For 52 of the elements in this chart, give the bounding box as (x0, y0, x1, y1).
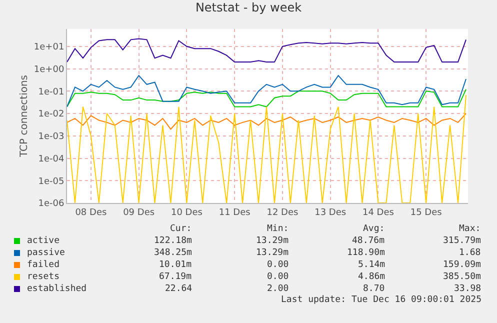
legend-label: passive (27, 248, 65, 258)
text: Max: (459, 224, 481, 234)
x-tick-label: 09 Des (123, 208, 155, 218)
x-tick-label: 10 Des (170, 208, 203, 218)
y-tick-label: 1e-04 (38, 154, 64, 164)
y-tick-label: 1e-01 (38, 87, 64, 98)
y-tick-label: 1e-06 (38, 199, 64, 210)
x-tick-label: 08 Des (75, 208, 107, 218)
text: 22.64 (165, 284, 192, 294)
text: 48.76m (352, 236, 385, 246)
text: Min: (267, 224, 289, 234)
text: 4.86m (358, 272, 386, 282)
y-tick-label: 1e+00 (34, 64, 64, 75)
legend-label: established (27, 284, 87, 294)
x-tick-label: 14 Des (362, 208, 394, 218)
x-tick-label: 11 Des (218, 208, 251, 218)
line-series (67, 88, 466, 108)
text: 0.00 (267, 260, 289, 270)
x-tick-label: 13 Des (314, 208, 346, 218)
legend-label: resets (27, 272, 60, 282)
y-tick-label: 1e-02 (38, 110, 64, 120)
x-tick-label: 15 Des (410, 208, 442, 218)
x-tick-label: 12 Des (266, 208, 298, 218)
text: Last update: Tue Dec 16 09:00:01 2025 (281, 295, 482, 305)
text: 1.68 (459, 248, 481, 258)
text: 118.90m (347, 248, 385, 258)
text: 8.70 (363, 284, 385, 294)
line-series (67, 75, 466, 108)
y-tick-label: 1e-05 (38, 176, 64, 187)
text: 315.79m (443, 236, 481, 246)
line-series (67, 38, 466, 63)
text: 2.00 (267, 284, 289, 294)
text: 385.50m (443, 272, 481, 282)
line-series (67, 113, 466, 130)
text: 13.29m (256, 236, 289, 246)
text: 13.29m (256, 248, 289, 258)
text: 0.00 (267, 272, 289, 282)
chart-title: Netstat - by week (195, 0, 302, 14)
legend-label: active (27, 236, 60, 246)
text: 159.09m (443, 260, 481, 270)
text: 67.19m (159, 272, 192, 282)
text: Cur: (170, 224, 192, 234)
y-axis-title: TCP connections (18, 74, 30, 158)
y-tick-label: 1e-03 (38, 132, 64, 142)
text: 33.98 (454, 284, 482, 294)
y-tick-label: 1e+01 (34, 42, 64, 53)
text: 122.18m (154, 236, 192, 246)
text: 348.25m (154, 248, 192, 258)
text: 5.14m (358, 260, 386, 270)
text: Avg: (363, 224, 385, 234)
text: 10.01m (159, 260, 192, 270)
legend-label: failed (27, 260, 60, 270)
